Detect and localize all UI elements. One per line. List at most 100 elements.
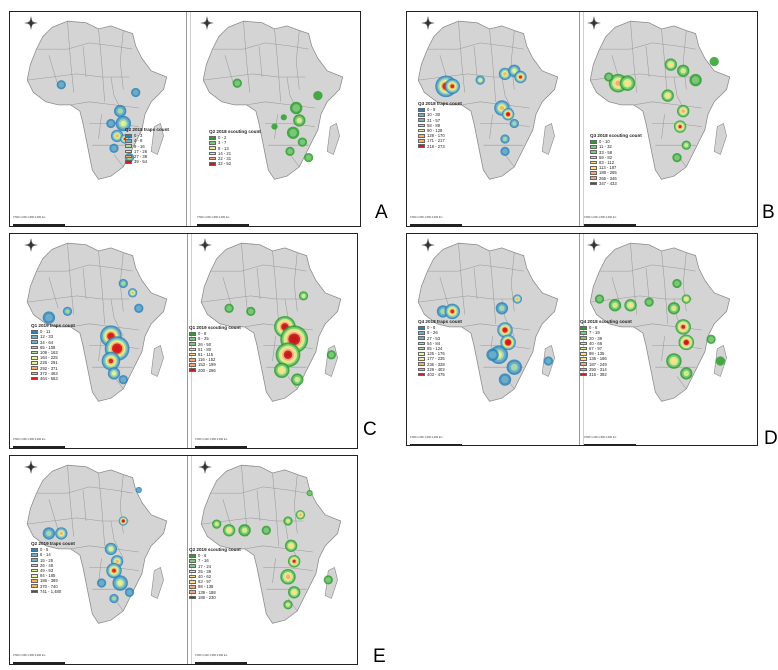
country-border — [501, 76, 515, 115]
legend-item: 186 - 369 — [31, 578, 75, 583]
country-border — [630, 21, 637, 93]
legend-item: 34 - 64 — [31, 340, 75, 345]
legend-item: 125 - 176 — [418, 351, 462, 356]
legend-label: 8 - 13 — [218, 145, 229, 151]
scale-label: 0 500 1,000 1,500 2,000 km — [13, 438, 46, 441]
legend-item: 90 - 128 — [418, 128, 462, 133]
density-hotspot — [678, 125, 682, 129]
legend-label: 17 - 26 — [134, 148, 148, 154]
density-hotspot — [285, 574, 291, 580]
density-hotspot — [596, 296, 603, 302]
legend-swatch — [31, 335, 38, 339]
density-hotspot — [285, 352, 291, 358]
legend-item: 40 - 66 — [580, 341, 632, 346]
country-border — [110, 298, 124, 337]
africa-landmass — [589, 242, 731, 402]
density-hotspot — [296, 117, 303, 124]
density-hotspot — [285, 602, 291, 607]
legend-item: 11 - 32 — [590, 144, 642, 149]
north-arrow-icon — [587, 238, 601, 252]
legend-item: 370 - 740 — [31, 584, 75, 589]
legend-swatch — [418, 128, 425, 133]
legend-swatch — [418, 341, 425, 346]
density-hotspot — [325, 577, 332, 583]
country-border — [36, 42, 133, 50]
legend-swatch — [209, 162, 216, 166]
legend-item: 17 - 26 — [125, 149, 169, 154]
density-hotspot — [684, 340, 688, 345]
legend-label: 250 - 314 — [589, 366, 607, 372]
density-hotspot — [681, 325, 686, 329]
density-hotspot — [226, 305, 232, 312]
legend-item: 7 - 19 — [580, 330, 632, 335]
country-border — [263, 567, 313, 571]
legend-item: 372 - 463 — [31, 371, 75, 376]
legend-swatch — [189, 352, 196, 357]
legend-item: 0 - 10 — [590, 139, 642, 144]
traps-legend: Q3 2018 traps count 0 - 9 10 - 30 31 - 57 58… — [418, 101, 462, 149]
legend-item: 7 - 16 — [189, 558, 241, 563]
scale-label: 0 500 1,000 1,500 2,000 km — [13, 654, 46, 657]
madagascar-landmass — [713, 123, 727, 155]
density-hotspot — [605, 74, 612, 80]
country-border — [284, 520, 298, 559]
density-hotspot — [612, 302, 618, 308]
country-border — [244, 545, 313, 553]
density-hotspot — [279, 367, 285, 373]
legend-swatch — [31, 589, 38, 594]
legend-item: 27 - 38 — [125, 154, 169, 159]
country-border — [48, 277, 59, 309]
legend-label: 116 - 152 — [198, 357, 216, 363]
legend-label: 85 - 124 — [427, 346, 443, 352]
country-border — [489, 114, 493, 140]
legend-label: 153 - 199 — [198, 362, 216, 368]
legend-swatch — [418, 362, 425, 367]
density-hotspot — [234, 80, 241, 87]
density-hotspot — [292, 104, 301, 112]
density-hotspot — [299, 513, 302, 517]
country-border — [489, 28, 496, 102]
legend-item: 14 - 21 — [209, 151, 261, 156]
legend-swatch — [580, 341, 587, 346]
scale-bar — [195, 435, 247, 448]
country-border — [645, 267, 650, 300]
legend-swatch — [580, 367, 587, 372]
legend-swatch — [209, 136, 216, 140]
country-border — [661, 28, 668, 102]
scale-label: 0 500 1,000 1,500 2,000 km — [584, 436, 617, 439]
legend-item: 464 - 563 — [31, 376, 75, 381]
country-border — [48, 55, 59, 87]
legend-label: 266 - 346 — [599, 175, 617, 181]
legend-item: 164 - 225 — [31, 355, 75, 360]
country-border — [241, 243, 248, 315]
legend-swatch — [418, 331, 425, 335]
legend-label: 98 - 138 — [198, 584, 214, 590]
legend-item: 40 - 62 — [189, 574, 241, 579]
country-border — [203, 73, 306, 81]
legend-swatch — [590, 160, 597, 165]
legend-label: 12 - 33 — [40, 334, 54, 340]
density-hotspot — [117, 580, 123, 586]
country-border — [510, 252, 515, 312]
country-border — [427, 264, 524, 272]
panel-divider — [583, 12, 584, 226]
country-border — [480, 123, 530, 127]
scale-label: 0 500 1,000 1,500 2,000 km — [410, 436, 443, 439]
density-hotspot — [502, 148, 508, 155]
density-hotspot — [684, 297, 688, 301]
country-border — [224, 55, 235, 87]
country-border — [119, 30, 124, 90]
legend-label: 33 - 58 — [599, 149, 613, 155]
legend-label: 372 - 463 — [40, 370, 58, 376]
legend-item: 329 - 402 — [418, 367, 462, 372]
legend-swatch — [580, 346, 587, 351]
legend-label: 7 - 19 — [589, 330, 600, 336]
density-hotspot — [488, 350, 497, 359]
legend-label: 136 - 186 — [589, 356, 607, 362]
legend-item: 33 - 58 — [590, 150, 642, 155]
legend-label: 63 - 97 — [198, 579, 212, 585]
density-hotspot — [291, 336, 297, 342]
legend-label: 3 - 7 — [218, 140, 227, 146]
country-border — [504, 154, 515, 168]
